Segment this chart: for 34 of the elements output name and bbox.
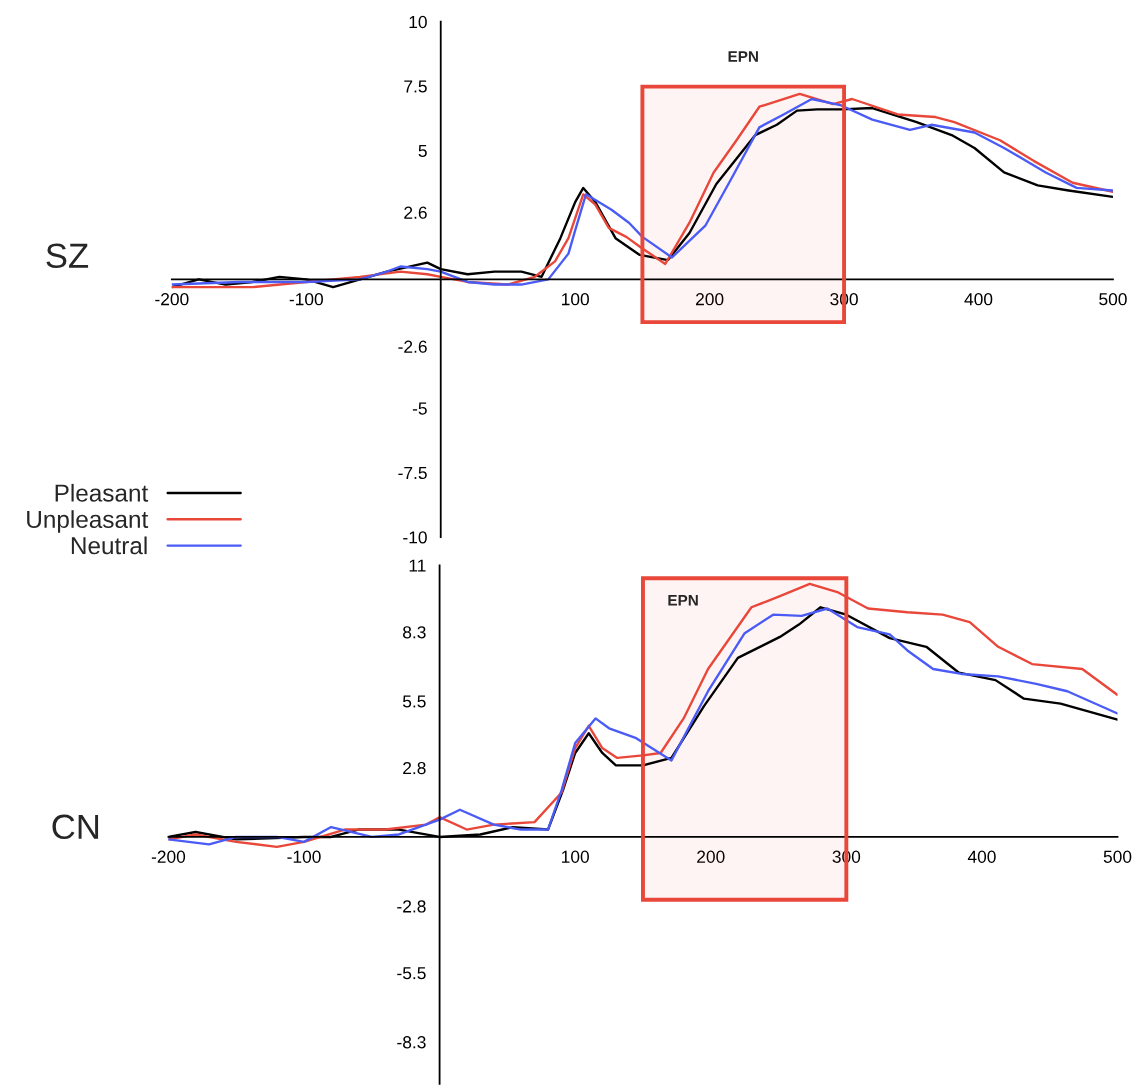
x-tick-label: 200 bbox=[697, 850, 725, 863]
y-tick-label: 2.6 bbox=[404, 206, 427, 219]
x-tick-label: -100 bbox=[289, 293, 323, 306]
x-tick-label: -200 bbox=[151, 850, 186, 863]
band-label: EPN bbox=[668, 595, 698, 606]
y-tick-label: -8.3 bbox=[397, 1036, 426, 1049]
y-tick-label: 5 bbox=[418, 144, 427, 158]
y-tick-label: -10 bbox=[403, 531, 427, 544]
x-tick-label: -200 bbox=[155, 293, 189, 306]
y-tick-label: -7.5 bbox=[398, 467, 427, 480]
y-tick-label: 8.3 bbox=[403, 626, 426, 639]
y-tick-label: -5.5 bbox=[397, 967, 426, 980]
text: SZ bbox=[46, 243, 89, 269]
x-tick-label: 100 bbox=[562, 293, 589, 306]
text: CN bbox=[52, 814, 99, 840]
x-tick-label: 500 bbox=[1099, 293, 1127, 306]
x-tick-label: 400 bbox=[964, 293, 993, 306]
y-tick-label: -2.8 bbox=[397, 900, 426, 913]
y-tick-label: 5.5 bbox=[402, 695, 426, 708]
x-tick-label: 500 bbox=[1103, 850, 1132, 863]
y-tick-label: 7.5 bbox=[404, 80, 427, 93]
y-tick-label: -2.6 bbox=[398, 340, 427, 353]
x-tick-label: 200 bbox=[696, 293, 724, 306]
y-tick-label: 10 bbox=[409, 15, 427, 29]
y-tick-label: 2.8 bbox=[403, 761, 426, 775]
y-tick-label: -5 bbox=[412, 402, 427, 415]
x-tick-label: 100 bbox=[562, 850, 589, 863]
x-tick-label: -100 bbox=[287, 850, 321, 863]
legend-label: Unpleasant bbox=[27, 510, 149, 533]
legend-label: Pleasant bbox=[55, 483, 149, 502]
legend-label: Neutral bbox=[71, 536, 147, 555]
band-label: EPN bbox=[728, 51, 758, 62]
y-tick-label: 11 bbox=[409, 559, 426, 572]
x-tick-label: 400 bbox=[967, 850, 996, 863]
